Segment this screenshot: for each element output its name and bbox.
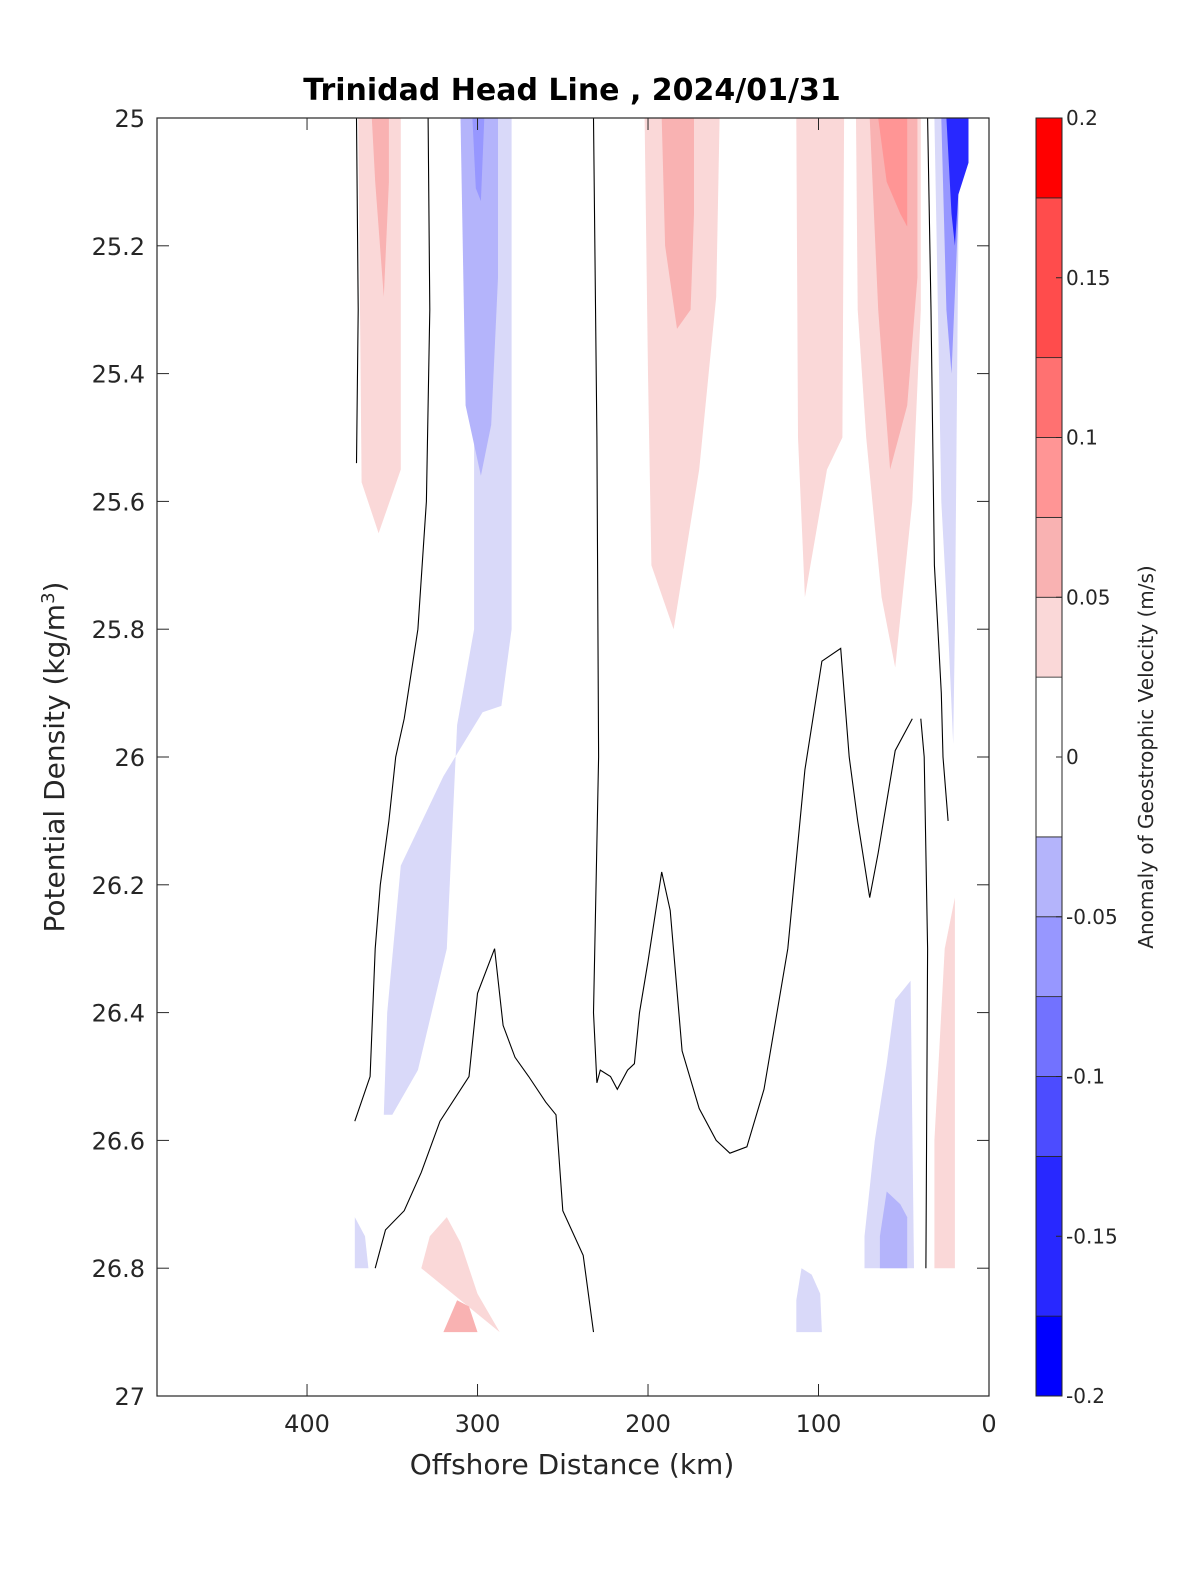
colorbar-band	[1035, 516, 1063, 598]
colorbar-tick-label: -0.1	[1066, 1065, 1105, 1089]
zero-contour-c	[592, 118, 913, 1154]
y-tick-label: 25.4	[92, 361, 145, 389]
colorbar-band	[1035, 596, 1063, 678]
y-tick-label: 25.8	[92, 616, 145, 644]
y-tick-label: 25	[114, 105, 145, 133]
velocity-region-pos-6	[421, 1217, 500, 1333]
colorbar-ticks: -0.2 -0.15 -0.1 -0.05 0 0.05 0.1 0.15 0.2	[1056, 106, 1118, 1408]
velocity-region-pos-2	[644, 118, 720, 630]
x-tick-label: 200	[625, 1410, 671, 1438]
x-axis-label: Offshore Distance (km)	[410, 1448, 735, 1481]
colorbar-tick-label: -0.2	[1066, 1384, 1105, 1408]
colorbar-band	[1035, 996, 1063, 1077]
x-axis-ticks: 400 300 200 100 0	[284, 118, 997, 1438]
zero-contour-a	[355, 118, 359, 464]
colorbar-tick-label: 0.15	[1066, 266, 1111, 290]
zero-contour-f	[920, 718, 929, 1269]
velocity-region-pos-6-core	[443, 1300, 478, 1333]
colorbar-tick-label: -0.05	[1066, 905, 1118, 929]
velocity-region-neg-coast-strong	[946, 118, 969, 246]
colorbar-band	[1035, 1315, 1063, 1397]
velocity-region-neg-1-center	[472, 118, 485, 202]
y-axis-label-text: Potential Density (kg/m	[38, 604, 71, 933]
velocity-region-neg-2-core	[879, 1191, 908, 1269]
zero-contour-e	[927, 118, 949, 821]
colorbar-label: Anomaly of Geostrophic Velocity (m/s)	[1134, 565, 1158, 948]
velocity-region-neg-3	[796, 1268, 822, 1333]
y-tick-label: 25.6	[92, 488, 145, 516]
y-tick-label: 25.2	[92, 233, 145, 261]
colorbar: -0.2 -0.15 -0.1 -0.05 0 0.05 0.1 0.15 0.2 Anomal…	[1035, 106, 1158, 1408]
y-tick-label: 26.6	[92, 1127, 145, 1155]
velocity-region-neg-2	[864, 980, 914, 1269]
velocity-region-pos-5	[934, 897, 955, 1269]
velocity-region-pos-1	[358, 118, 401, 534]
velocity-region-neg-1-core	[460, 118, 498, 476]
x-tick-label: 0	[981, 1410, 996, 1438]
velocity-region-pos-2-core	[661, 118, 694, 329]
y-tick-label: 26.4	[92, 1000, 145, 1028]
velocity-region-neg-4	[354, 1217, 369, 1269]
y-axis-label-superscript: 3	[38, 592, 59, 603]
zero-contour-b	[354, 118, 431, 1122]
colorbar-tick-label: 0.1	[1066, 426, 1098, 450]
colorbar-band	[1035, 1076, 1063, 1157]
velocity-region-pos-4-center	[878, 118, 908, 227]
x-tick-label: 100	[796, 1410, 842, 1438]
y-tick-label: 26.8	[92, 1255, 145, 1283]
chart-title: Trinidad Head Line , 2024/01/31	[303, 73, 840, 108]
colorbar-tick-label: 0.2	[1066, 106, 1098, 130]
colorbar-bands	[1035, 117, 1063, 1397]
colorbar-band	[1035, 916, 1063, 998]
x-tick-label: 400	[284, 1410, 330, 1438]
velocity-region-pos-1-core	[371, 118, 389, 297]
colorbar-band	[1035, 357, 1063, 438]
colorbar-band	[1035, 836, 1063, 918]
y-axis-label: Potential Density (kg/m3)	[38, 582, 71, 933]
velocity-contour-fill	[354, 118, 969, 1333]
colorbar-band	[1035, 437, 1063, 518]
y-tick-label: 26	[114, 744, 145, 772]
y-axis-ticks: 25 25.2 25.4 25.6 25.8 26 26.2 26.4 26.6 26.8 27	[92, 105, 989, 1411]
y-axis-label-suffix: )	[38, 582, 71, 593]
y-tick-label: 26.2	[92, 872, 145, 900]
plot-area: 400 300 200 100 0 25 25.2 25.4 25.6 25.8 26 26.2 26…	[92, 105, 997, 1438]
x-tick-label: 300	[455, 1410, 501, 1438]
zero-contour-d	[374, 948, 595, 1333]
colorbar-tick-label: 0	[1066, 745, 1079, 769]
colorbar-tick-label: 0.05	[1066, 585, 1111, 609]
zero-velocity-contours	[354, 118, 949, 1333]
y-tick-label: 27	[114, 1383, 145, 1411]
velocity-region-pos-3	[796, 118, 845, 598]
colorbar-tick-label: -0.15	[1066, 1224, 1118, 1248]
colorbar-band	[1035, 117, 1063, 199]
